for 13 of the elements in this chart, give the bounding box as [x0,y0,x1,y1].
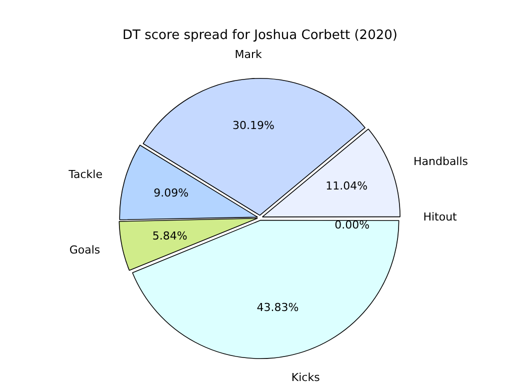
data-label: 30.19% [232,118,274,132]
chart-title: DT score spread for Joshua Corbett (2020) [122,28,398,44]
data-label: 5.84% [152,229,188,242]
category-label: Hitout [423,210,457,224]
data-label: 11.04% [326,179,368,192]
slice-label: Goals [69,244,100,257]
slice-label: Kicks [291,370,320,384]
slice-label: Mark [234,48,263,61]
text: 0.00% [334,218,370,232]
slice-label: Handballs [413,155,468,168]
slice-label: Tackle [68,168,103,181]
data-label: 43.83% [256,301,299,314]
data-label: 9.09% [154,186,189,200]
